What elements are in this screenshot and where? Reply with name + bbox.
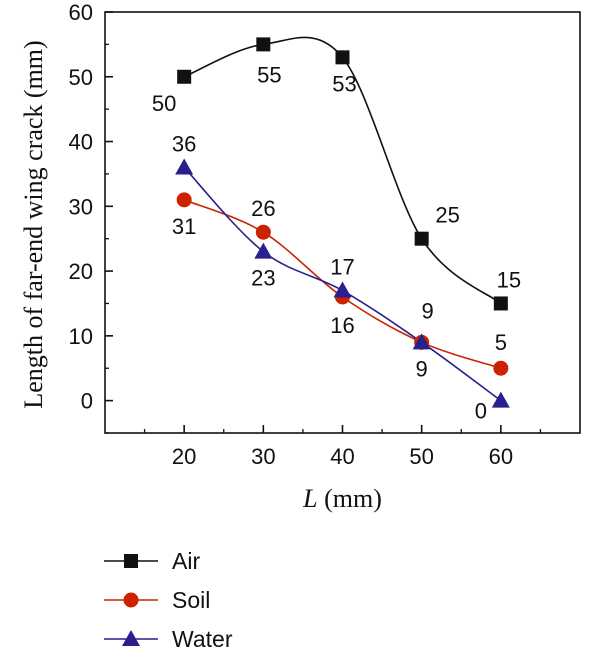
water-data-label: 23 [251, 266, 275, 291]
air-point [414, 231, 429, 246]
soil-data-label: 9 [416, 356, 428, 381]
markers [175, 37, 510, 408]
water-point [254, 242, 273, 259]
y-tick-label: 30 [69, 194, 93, 219]
water-data-label: 0 [475, 399, 487, 424]
air-data-label: 53 [332, 71, 356, 96]
water-data-label: 9 [422, 298, 434, 323]
legend-label-soil: Soil [172, 587, 210, 613]
series-line-air [183, 36, 502, 305]
air-data-label: 25 [435, 203, 459, 228]
legend-marker-soil [123, 592, 139, 608]
data-labels: 50 55 53 25 15 31 26 16 9 5 36 23 17 9 0 [152, 62, 521, 423]
y-tick-label: 40 [69, 130, 93, 155]
x-tick-label: 30 [251, 444, 275, 469]
soil-point [493, 360, 509, 376]
air-point [335, 50, 350, 65]
air-data-label: 50 [152, 91, 176, 116]
x-tick-label: 40 [330, 444, 354, 469]
y-tick-label: 0 [81, 389, 93, 414]
x-tick-label: 60 [489, 444, 513, 469]
legend-label-water: Water [172, 626, 233, 652]
soil-data-label: 31 [172, 214, 196, 239]
legend: Air Soil Water [104, 548, 233, 652]
y-tick-label: 60 [69, 0, 93, 25]
x-tick-label: 20 [172, 444, 196, 469]
soil-point [176, 192, 192, 208]
y-tick-label: 10 [69, 324, 93, 349]
legend-label-air: Air [172, 548, 200, 574]
water-point [333, 281, 352, 298]
legend-marker-air [124, 554, 138, 568]
air-data-label: 15 [497, 267, 521, 292]
y-tick-label: 20 [69, 259, 93, 284]
x-axis-title: L (mm) [302, 484, 382, 513]
soil-point [255, 224, 271, 240]
air-point [177, 69, 192, 84]
y-axis-title: Length of far-end wing crack (mm) [19, 40, 48, 408]
water-point [412, 333, 431, 350]
legend-marker-water [122, 630, 140, 646]
air-point [256, 37, 271, 52]
soil-data-label: 5 [495, 330, 507, 355]
water-data-label: 17 [330, 255, 354, 280]
water-point [175, 158, 194, 175]
air-point [493, 296, 508, 311]
x-tick-label: 50 [409, 444, 433, 469]
water-point [491, 391, 510, 408]
soil-data-label: 26 [251, 196, 275, 221]
soil-data-label: 16 [330, 313, 354, 338]
water-data-label: 36 [172, 131, 196, 156]
x-axis-unit: (mm) [318, 484, 382, 513]
air-data-label: 55 [257, 62, 281, 87]
x-axis-variable: L [302, 484, 317, 513]
y-tick-label: 50 [69, 65, 93, 90]
